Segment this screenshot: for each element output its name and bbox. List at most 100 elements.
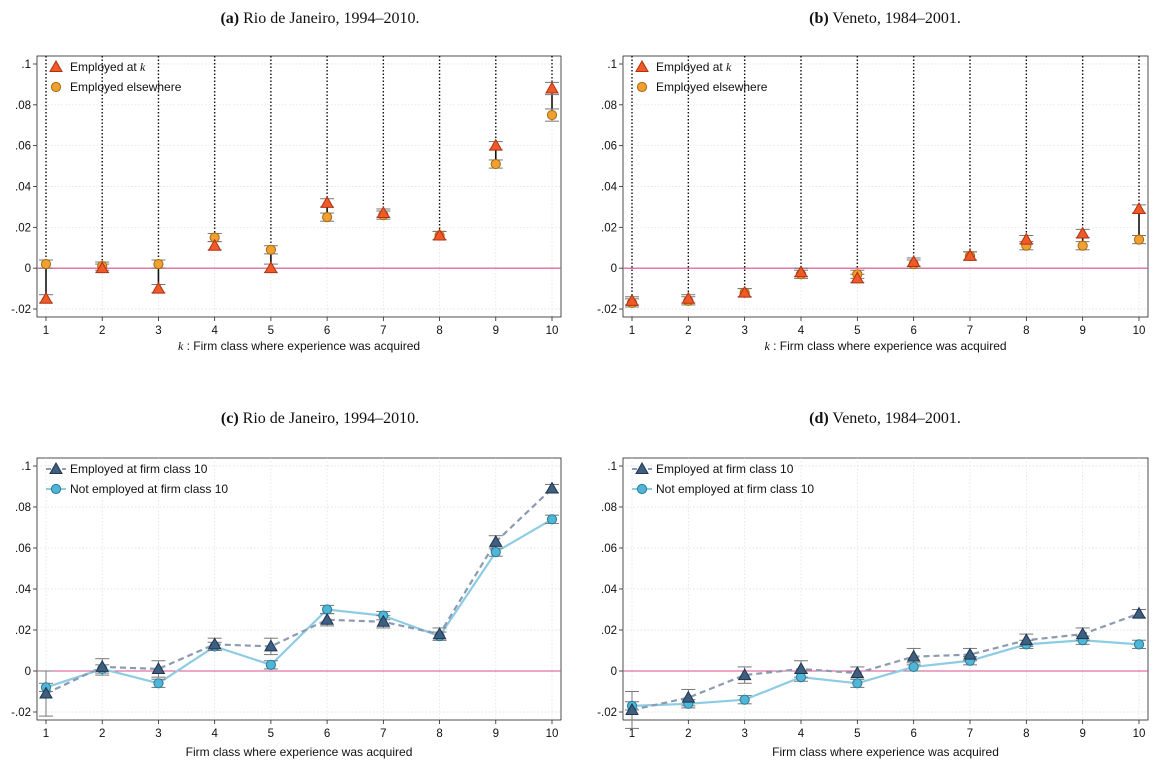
panel-c-xtick-label: 3	[155, 728, 161, 740]
panel-a-ytick-label: -.02	[11, 304, 31, 316]
panel-d-xtick-label: 4	[798, 728, 805, 740]
panel-b-point-elsewhere	[1133, 234, 1145, 245]
panel-c-title-text: Rio de Janeiro, 1994–2010.	[242, 410, 420, 427]
panel-a-xtick-label: 4	[211, 325, 218, 337]
panel-d-legend-circle	[636, 483, 648, 495]
panel-c-xtick-label: 6	[324, 728, 330, 740]
panel-c-legend-circle	[50, 483, 62, 495]
panel-b-ytick-label: -.02	[597, 304, 617, 316]
panel-c-point-employed	[151, 661, 166, 674]
panel-b-xtick-label: 8	[1023, 325, 1029, 337]
panel-a-point-at-k	[320, 195, 334, 208]
panel-a-xtick-label: 2	[99, 325, 105, 337]
panel-b-ytick-label: .06	[601, 141, 617, 153]
panel-b-legend-label-k: k	[726, 60, 732, 74]
panel-b-xtick-label: 10	[1133, 325, 1146, 337]
panel-a-point-at-k	[488, 138, 503, 151]
panel-c-xtick-label: 5	[268, 728, 274, 740]
panel-d-point-employed	[794, 661, 808, 674]
panel-a-legend-label-text: Employed at	[70, 60, 140, 74]
panel-d-title: (d) Veneto, 1984–2001.	[735, 410, 1035, 428]
panel-a-point-at-k	[545, 81, 559, 94]
panel-a-legend: Employed at k Employed elsewhere	[49, 59, 182, 94]
panel-b-point-at-k	[850, 271, 865, 284]
panel-b-legend-triangle	[635, 59, 649, 72]
panel-d-xtick-label: 3	[741, 728, 747, 740]
panel-c-point-not-employed	[546, 514, 558, 525]
panel-d-legend-label: Employed at firm class 10	[656, 462, 794, 476]
panel-d-point-employed	[850, 666, 865, 679]
panel-c-xtick-label: 2	[99, 728, 105, 740]
panel-a-ytick-label: .04	[15, 182, 32, 194]
panel-c-xlabel-text: Firm class where experience was acquired	[186, 745, 413, 759]
panel-c-ytick-label: 0	[25, 666, 31, 678]
panel-d-point-employed	[906, 649, 921, 662]
panel-b-xtick-label: 5	[854, 325, 860, 337]
panel-a-point-at-k	[95, 261, 110, 274]
panel-c-point-employed	[376, 614, 391, 627]
panel-d-xtick-label: 1	[629, 728, 635, 740]
panel-b-ytick-label: .04	[601, 182, 618, 194]
panel-a-point-at-k	[264, 261, 278, 274]
panel-b-xlabel-text: : Firm class where experience was acquir…	[770, 339, 1007, 353]
panel-a-point-at-k	[151, 281, 166, 294]
panel-a-point-at-k	[376, 206, 391, 219]
panel-b-point-at-k	[1019, 232, 1034, 245]
panel-b-legend: Employed at k Employed elsewhere	[635, 59, 768, 94]
panel-a-xtick-label: 10	[546, 325, 559, 337]
panel-a-legend-triangle	[49, 59, 63, 72]
panel-c-point-employed	[320, 612, 334, 625]
panel-c-tag: (c)	[220, 410, 239, 427]
panel-b-point-at-k	[963, 248, 977, 261]
panel-b-legend-label: Employed at k	[656, 60, 732, 74]
panel-a-legend-label-k: k	[140, 60, 146, 74]
panel-a-xtick-label: 8	[436, 325, 442, 337]
panel-c-plot: -.02 0 .02 .04 .06 .08 .1 1 2 3 4 5 6 7 8 9 10 Firm class…	[11, 457, 562, 759]
panel-a-plot: -.02 0 .02 .04 .06 .08 .1 1 2 3 4 5 6 7 8 9 10 k : Firm c…	[11, 55, 562, 353]
panel-c-point-employed	[95, 659, 110, 672]
panel-d-point-employed	[737, 668, 752, 681]
panel-c-xtick-label: 9	[493, 728, 499, 740]
panel-c-point-employed	[432, 627, 447, 640]
panel-d-series-employed-line	[631, 612, 1140, 712]
panel-b-xtick-label: 3	[741, 325, 747, 337]
panel-b-xlabel: k : Firm class where experience was acqu…	[764, 339, 1006, 353]
panel-d-series-not-employed-line	[631, 639, 1140, 707]
panel-d-xtick-label: 8	[1023, 728, 1029, 740]
panel-a-point-elsewhere	[546, 109, 558, 121]
panel-d-point-employed	[681, 690, 696, 703]
panel-b-legend-label: Employed elsewhere	[656, 80, 768, 94]
panel-c-legend-label: Not employed at firm class 10	[70, 482, 228, 496]
panel-c-xtick-label: 4	[211, 728, 218, 740]
panel-b-xtick-label: 4	[798, 325, 805, 337]
panel-b-xtick-label: 7	[967, 325, 973, 337]
panel-d-xtick-label: 9	[1079, 728, 1085, 740]
panel-d-point-not-employed	[852, 678, 863, 689]
panel-c-point-not-employed	[490, 547, 501, 558]
panel-d-ytick-label: 0	[611, 666, 617, 678]
panel-a-tag: (a)	[220, 10, 240, 27]
panel-d-legend: Employed at firm class 10 Not employed at…	[632, 461, 814, 496]
panel-c-legend-triangle	[49, 461, 63, 474]
panel-b-point-at-k	[1075, 226, 1090, 239]
panel-d-legend-triangle	[635, 461, 649, 474]
panel-a-point-elsewhere	[40, 258, 52, 270]
panel-c-point-employed	[488, 534, 503, 547]
panel-b-xtick-label: 9	[1079, 325, 1085, 337]
panel-a-point-at-k	[207, 238, 222, 251]
panel-a-point-elsewhere	[490, 158, 501, 170]
panel-a-point-elsewhere	[153, 258, 164, 270]
panel-c-xtick-label: 10	[546, 728, 559, 740]
panel-d-xtick-label: 5	[854, 728, 860, 740]
panel-c-ytick-label: .04	[15, 584, 32, 596]
panel-c-xtick-label: 7	[380, 728, 386, 740]
panel-b-title: (b) Veneto, 1984–2001.	[735, 10, 1035, 28]
panel-b-ytick-label: 0	[611, 263, 617, 275]
panel-b-point-at-k	[906, 255, 921, 268]
panel-d-point-employed	[1075, 627, 1090, 640]
panel-c-point-employed	[207, 637, 222, 650]
panel-d-title-text: Veneto, 1984–2001.	[832, 410, 961, 427]
panel-b-plot: -.02 0 .02 .04 .06 .08 .1 1 2 3 4 5 6 7 8 9 10 k : Firm c…	[597, 55, 1149, 353]
